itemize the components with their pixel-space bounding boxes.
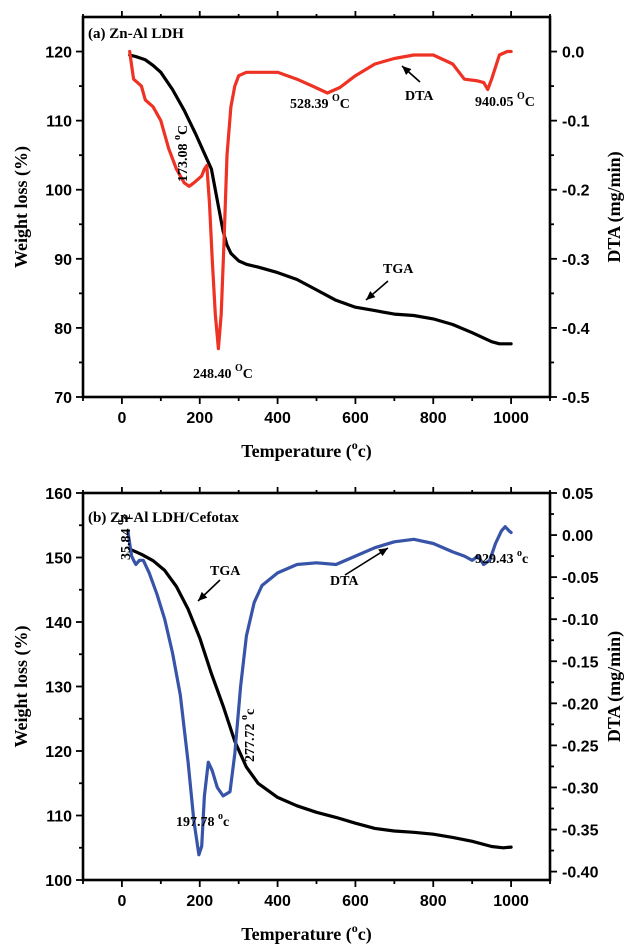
- y2-tick-label: -0.15: [562, 654, 599, 671]
- y2-tick-label: -0.1: [562, 114, 590, 131]
- y-tick-label: 80: [54, 321, 72, 338]
- dta-series-line: [128, 49, 513, 351]
- y-tick-label: 90: [54, 252, 72, 269]
- y2-tick-label: -0.2: [562, 183, 590, 200]
- y2-tick-label: -0.5: [562, 390, 590, 407]
- chart-panel-a: 0 200 400 600 800 1000 70 80 90 100 110 120 -0.5 -0.4…: [11, 11, 625, 462]
- y2-tick-label: -0.30: [562, 780, 599, 797]
- arrow-head: [378, 548, 388, 557]
- plot-frame: [81, 15, 552, 399]
- y2-tick-label: 0.00: [562, 528, 593, 545]
- y2-tick-label: 0.05: [562, 486, 593, 503]
- x-tick-label: 0: [117, 410, 126, 427]
- dta-series-line: [126, 525, 513, 857]
- y2-tick-label: -0.25: [562, 738, 599, 755]
- y2-tick-label: -0.05: [562, 570, 599, 587]
- panel-title: (b) Zn-Al LDH/Cefotax: [88, 510, 239, 526]
- y2-tick-label: -0.4: [562, 321, 590, 338]
- peak-annotation: 197.78 oc: [176, 811, 229, 830]
- y-axis-label: Weight loss (%): [11, 625, 32, 747]
- y-tick-label: 130: [45, 680, 72, 697]
- y-tick-label: 70: [54, 390, 72, 407]
- y-tick-label: 110: [46, 114, 72, 131]
- series-label-tga: TGA: [210, 564, 241, 579]
- y-tick-label: 150: [45, 551, 72, 568]
- peak-annotation: 277.72 oc: [239, 709, 258, 762]
- x-tick-label: 400: [264, 893, 291, 910]
- y-tick-label: 100: [45, 183, 72, 200]
- x-axis-label: Temperature (oc): [241, 921, 371, 945]
- x-tick-label: 1000: [493, 893, 529, 910]
- x-tick-label: 400: [264, 410, 291, 427]
- y-tick-label: 140: [45, 615, 72, 632]
- peak-annotation: 173.08 oC: [172, 125, 191, 182]
- x-tick-label: 600: [342, 893, 369, 910]
- x-axis-label: Temperature (oc): [241, 438, 371, 462]
- x-tick-label: 600: [342, 410, 369, 427]
- y2-tick-label: 0.0: [562, 45, 584, 62]
- x-tick-label: 800: [420, 410, 447, 427]
- peak-annotation: 528.39 OC: [290, 93, 350, 112]
- y-tick-label: 120: [45, 744, 72, 761]
- series-label-dta: DTA: [405, 89, 434, 104]
- y-tick-label: 160: [45, 486, 72, 503]
- x-tick-label: 200: [186, 893, 213, 910]
- tga-series-line: [128, 547, 513, 850]
- y2-axis-label: DTA (mg/min): [604, 631, 625, 742]
- arrow-head: [198, 591, 208, 601]
- y2-tick-label: -0.10: [562, 612, 599, 629]
- peak-annotation: 248.40 OC: [193, 363, 253, 382]
- series-label-tga: TGA: [383, 262, 414, 277]
- y2-tick-label: -0.3: [562, 252, 590, 269]
- peak-annotation: 929.43 oc: [475, 548, 528, 567]
- y2-axis-label: DTA (mg/min): [604, 151, 625, 262]
- peak-annotation: 940.05 OC: [475, 91, 535, 110]
- y-tick-label: 110: [46, 809, 72, 826]
- arrow-head: [402, 66, 412, 75]
- panel-title: (a) Zn-Al LDH: [88, 26, 184, 42]
- x-tick-label: 1000: [493, 410, 529, 427]
- y2-tick-label: -0.20: [562, 696, 599, 713]
- series-label-dta: DTA: [330, 574, 359, 589]
- y-tick-label: 100: [45, 873, 72, 890]
- y2-tick-label: -0.35: [562, 823, 599, 840]
- y-tick-label: 120: [45, 45, 72, 62]
- x-tick-label: 0: [117, 893, 126, 910]
- tga-series-line: [128, 53, 513, 346]
- y-axis-label: Weight loss (%): [11, 146, 32, 268]
- x-tick-label: 800: [420, 893, 447, 910]
- y2-tick-label: -0.40: [562, 865, 599, 882]
- chart-panel-b: 0 200 400 600 800 1000 100 110 120 130 140 150 160 -0…: [11, 486, 625, 945]
- x-tick-label: 200: [186, 410, 213, 427]
- arrow-head: [366, 291, 376, 300]
- peak-annotation: 35.84 oc: [115, 514, 134, 560]
